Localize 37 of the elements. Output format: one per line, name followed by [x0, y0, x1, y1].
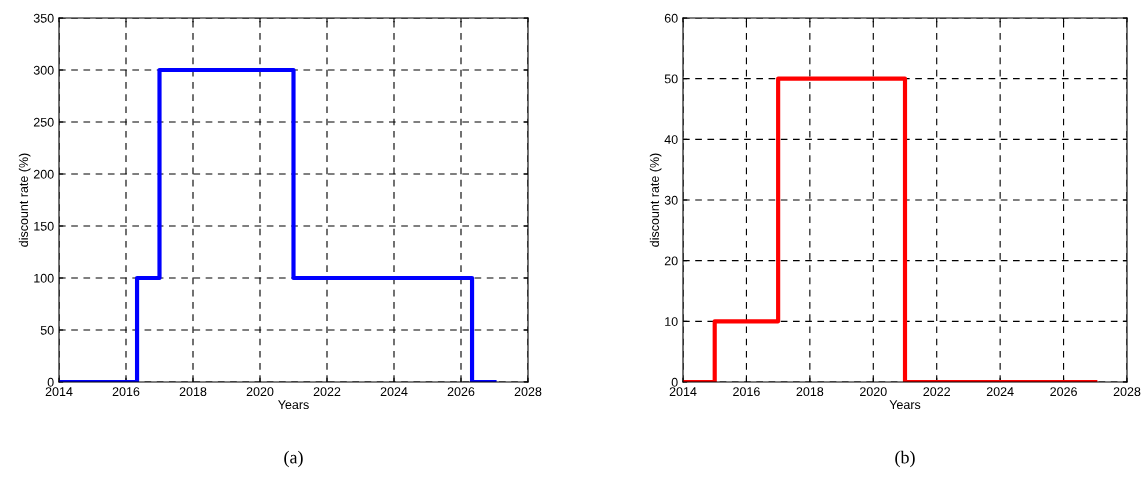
- y-axis-title: discount rate (%): [649, 153, 662, 247]
- x-tick-label: 2022: [313, 387, 341, 397]
- x-tick-label: 2016: [733, 387, 760, 397]
- x-axis-title: Years: [889, 400, 921, 410]
- x-tick-label: 2024: [380, 387, 408, 397]
- x-tick-label: 2020: [860, 387, 887, 397]
- x-tick-label: 2028: [1113, 387, 1141, 397]
- y-tick-label: 100: [34, 273, 54, 283]
- y-tick-label: 0: [47, 377, 54, 387]
- y-tick-label: 10: [665, 317, 678, 326]
- y-tick-label: 0: [671, 377, 678, 387]
- text: (a): [284, 450, 303, 468]
- x-tick-label: 2028: [514, 387, 542, 397]
- x-tick-label: 2020: [246, 387, 274, 397]
- x-axis-title: Years: [278, 400, 309, 410]
- x-tick-label: 2016: [112, 387, 140, 397]
- y-tick-label: 60: [664, 13, 678, 23]
- y-tick-label: 50: [40, 325, 54, 335]
- y-tick-label: 20: [664, 256, 678, 266]
- x-tick-label: 2026: [1050, 387, 1077, 397]
- y-tick-label: 150: [34, 221, 54, 231]
- y-tick-label: 350: [33, 13, 54, 23]
- y-tick-label: 50: [664, 74, 678, 84]
- x-tick-label: 2026: [447, 387, 475, 397]
- y-tick-label: 200: [33, 169, 54, 179]
- y-tick-label: 300: [33, 65, 54, 75]
- y-tick-label: 250: [33, 117, 54, 127]
- x-tick-label: 2018: [179, 387, 207, 397]
- x-tick-label: 2018: [796, 387, 824, 397]
- y-tick-label: 30: [664, 195, 678, 205]
- y-axis-title: discount rate (%): [18, 153, 31, 247]
- x-tick-label: 2022: [923, 387, 950, 397]
- text: (b): [895, 450, 915, 468]
- x-tick-label: 2024: [986, 387, 1014, 397]
- y-tick-label: 40: [664, 135, 678, 144]
- x-tick-label: 2014: [45, 387, 73, 397]
- x-tick-label: 2014: [669, 387, 697, 397]
